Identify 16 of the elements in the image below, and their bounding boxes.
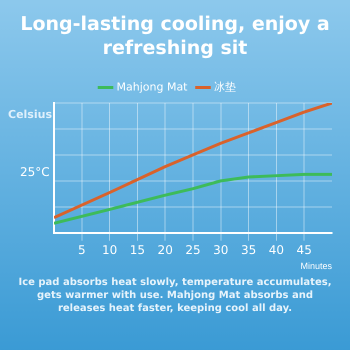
x-tick-label: 35 (240, 243, 256, 258)
legend-label: 冰垫 (214, 80, 236, 94)
x-tick-label: 40 (268, 243, 284, 258)
legend-label: Mahjong Mat (116, 80, 188, 94)
x-tick-label: 5 (78, 243, 86, 258)
x-tick-label: 45 (296, 243, 312, 258)
x-tick-label: 15 (130, 243, 146, 258)
x-tick-label: 10 (102, 243, 118, 258)
x-tick-label: 20 (158, 243, 173, 258)
chart-title: Long-lasting cooling, enjoy a refreshing sit (19, 12, 331, 60)
x-tick-label: 30 (213, 243, 228, 258)
text: 25°C (20, 165, 50, 179)
x-tick-label: 25 (185, 243, 201, 258)
y-axis-title: Celsius (8, 108, 52, 121)
x-axis-title: Minutes (300, 261, 332, 272)
text: Ice pad absorbs heat slowly, temperature accumulates, gets warmer with use. Mahjong Mat absorbs and releases heat faster, keeping cool all day. (17, 276, 332, 315)
